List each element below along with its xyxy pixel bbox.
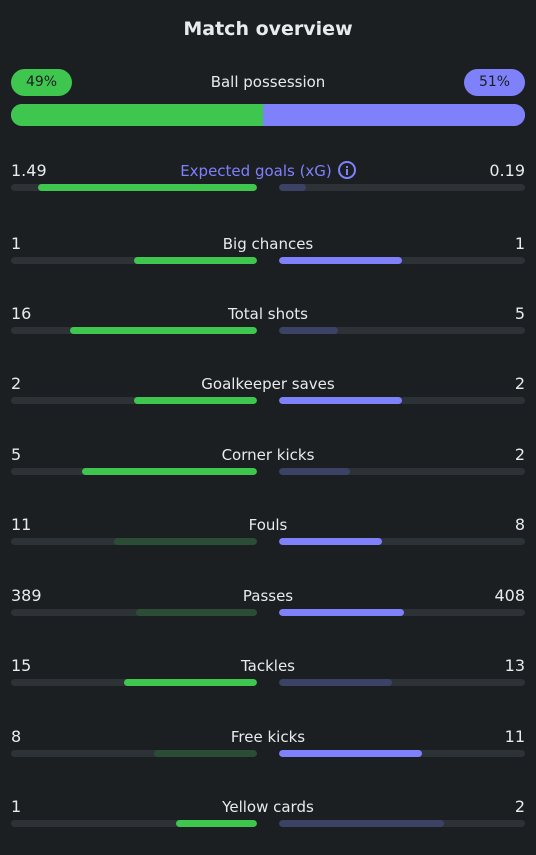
home-stat-bar [153, 750, 257, 757]
home-possession-fill [11, 104, 263, 126]
away-stat-track [279, 538, 525, 545]
stat-row: 1 Big chances 1 [11, 233, 525, 273]
home-stat-track [11, 468, 257, 475]
stat-label-text: Corner kicks [221, 446, 315, 464]
home-stat-track [11, 257, 257, 264]
away-stat-value: 8 [514, 515, 525, 534]
home-stat-bar [82, 468, 257, 475]
stat-label: Goalkeeper saves [11, 373, 525, 395]
away-stat-bar [279, 327, 339, 334]
away-stat-bar [279, 820, 444, 827]
stat-label-text: Yellow cards [222, 798, 314, 816]
stat-label-text: Expected goals (xG) [180, 162, 332, 180]
away-stat-track [279, 820, 525, 827]
home-stat-value: 1.49 [11, 161, 47, 180]
stat-label: Corner kicks [11, 444, 525, 466]
away-stat-value: 5 [514, 304, 525, 323]
away-stat-track [279, 750, 525, 757]
home-stat-track [11, 538, 257, 545]
possession-label: Ball possession [210, 73, 326, 91]
home-stat-bar [114, 538, 257, 545]
stat-label-text: Free kicks [230, 728, 306, 746]
away-stat-value: 1 [514, 234, 525, 253]
stat-label-text: Tackles [240, 657, 296, 675]
home-possession-badge: 49% [11, 69, 72, 96]
away-stat-bar [279, 397, 402, 404]
home-stat-bar [134, 257, 257, 264]
away-stat-value: 2 [514, 445, 525, 464]
stat-label-text: Passes [242, 587, 294, 605]
stat-label-text: Fouls [248, 516, 288, 534]
home-stat-track [11, 184, 257, 191]
home-stat-bar [38, 184, 257, 191]
away-stat-value: 13 [504, 656, 525, 675]
stat-label: Yellow cards [11, 796, 525, 818]
away-stat-bar [279, 184, 307, 191]
home-stat-value: 389 [11, 586, 42, 605]
away-stat-value: 408 [494, 586, 525, 605]
away-stat-bar [279, 468, 351, 475]
home-stat-bar [124, 679, 257, 686]
away-stat-bar [279, 750, 422, 757]
home-stat-value: 16 [11, 304, 32, 323]
home-stat-track [11, 679, 257, 686]
away-stat-track [279, 184, 525, 191]
home-stat-bar [70, 327, 257, 334]
home-stat-track [11, 820, 257, 827]
stat-row: 389 Passes 408 [11, 585, 525, 625]
stat-label: Passes [11, 585, 525, 607]
home-stat-value: 11 [11, 515, 32, 534]
home-stat-track [11, 750, 257, 757]
away-possession-fill [262, 104, 525, 126]
stat-label-text: Big chances [222, 235, 314, 253]
home-stat-track [11, 397, 257, 404]
home-stat-value: 8 [11, 727, 22, 746]
away-stat-bar [279, 679, 393, 686]
away-stat-value: 0.19 [489, 161, 525, 180]
away-stat-track [279, 609, 525, 616]
home-stat-value: 2 [11, 374, 22, 393]
away-stat-bar [279, 257, 402, 264]
stat-label-text: Total shots [228, 305, 308, 323]
stat-label: Fouls [11, 514, 525, 536]
home-stat-value: 1 [11, 797, 22, 816]
stat-row: 1.49 Expected goals (xG) 0.19 [11, 160, 525, 200]
away-stat-track [279, 468, 525, 475]
stat-row: 2 Goalkeeper saves 2 [11, 373, 525, 413]
away-stat-track [279, 397, 525, 404]
home-stat-bar [136, 609, 257, 616]
away-stat-bar [279, 609, 405, 616]
stat-label: Free kicks [11, 726, 525, 748]
possession-bar [11, 104, 525, 126]
stat-label: Big chances [11, 233, 525, 255]
home-stat-value: 1 [11, 234, 22, 253]
home-stat-value: 15 [11, 656, 32, 675]
away-stat-value: 2 [514, 374, 525, 393]
home-stat-bar [175, 820, 257, 827]
home-stat-bar [134, 397, 257, 404]
away-stat-track [279, 257, 525, 264]
stat-row: 5 Corner kicks 2 [11, 444, 525, 484]
away-stat-track [279, 679, 525, 686]
stat-label[interactable]: Expected goals (xG) [11, 160, 525, 182]
away-stat-track [279, 327, 525, 334]
stat-row: 8 Free kicks 11 [11, 726, 525, 766]
away-possession-badge: 51% [464, 69, 525, 96]
stat-label: Tackles [11, 655, 525, 677]
away-stat-value: 2 [514, 797, 525, 816]
home-stat-value: 5 [11, 445, 22, 464]
stat-row: 11 Fouls 8 [11, 514, 525, 554]
info-icon[interactable] [337, 161, 356, 179]
stat-row: 1 Yellow cards 2 [11, 796, 525, 836]
match-overview-title: Match overview [183, 18, 353, 40]
stat-label: Total shots [11, 303, 525, 325]
possession-row: 49% Ball possession 51% [11, 69, 525, 96]
home-stat-track [11, 609, 257, 616]
stat-row: 15 Tackles 13 [11, 655, 525, 695]
stat-row: 16 Total shots 5 [11, 303, 525, 343]
away-stat-bar [279, 538, 383, 545]
stat-label-text: Goalkeeper saves [201, 375, 335, 393]
home-stat-track [11, 327, 257, 334]
away-stat-value: 11 [504, 727, 525, 746]
